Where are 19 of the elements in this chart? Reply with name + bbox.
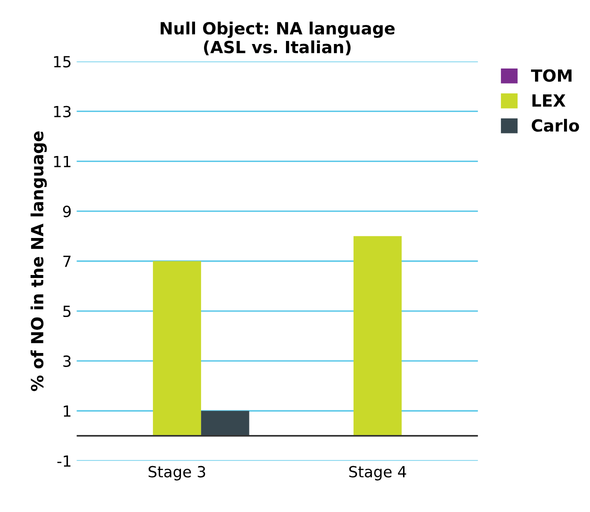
bar (354, 236, 402, 436)
y-tick-label: 3 (63, 355, 71, 367)
x-tick-label: Stage 4 (349, 466, 406, 480)
y-tick-label: 15 (54, 56, 71, 68)
y-tick-label: 1 (64, 406, 70, 417)
y-tick-label: 7 (63, 256, 71, 267)
bar (201, 410, 250, 436)
chart-title: Null Object: NA language (ASL vs. Italian) (160, 22, 395, 56)
legend-label: TOM (531, 69, 572, 82)
legend-label: LEX (532, 94, 566, 107)
y-tick-label: 9 (63, 206, 71, 218)
bar (152, 261, 202, 436)
y-tick-label: -1 (57, 455, 70, 467)
legend-label: Carlo (532, 118, 580, 132)
x-tick-label: Stage 3 (148, 466, 206, 480)
y-axis-title: % of NO in the NA language (30, 131, 47, 392)
y-tick-label: 5 (63, 306, 71, 318)
y-tick-label: 11 (54, 156, 70, 168)
y-tick-label: 13 (54, 106, 71, 118)
